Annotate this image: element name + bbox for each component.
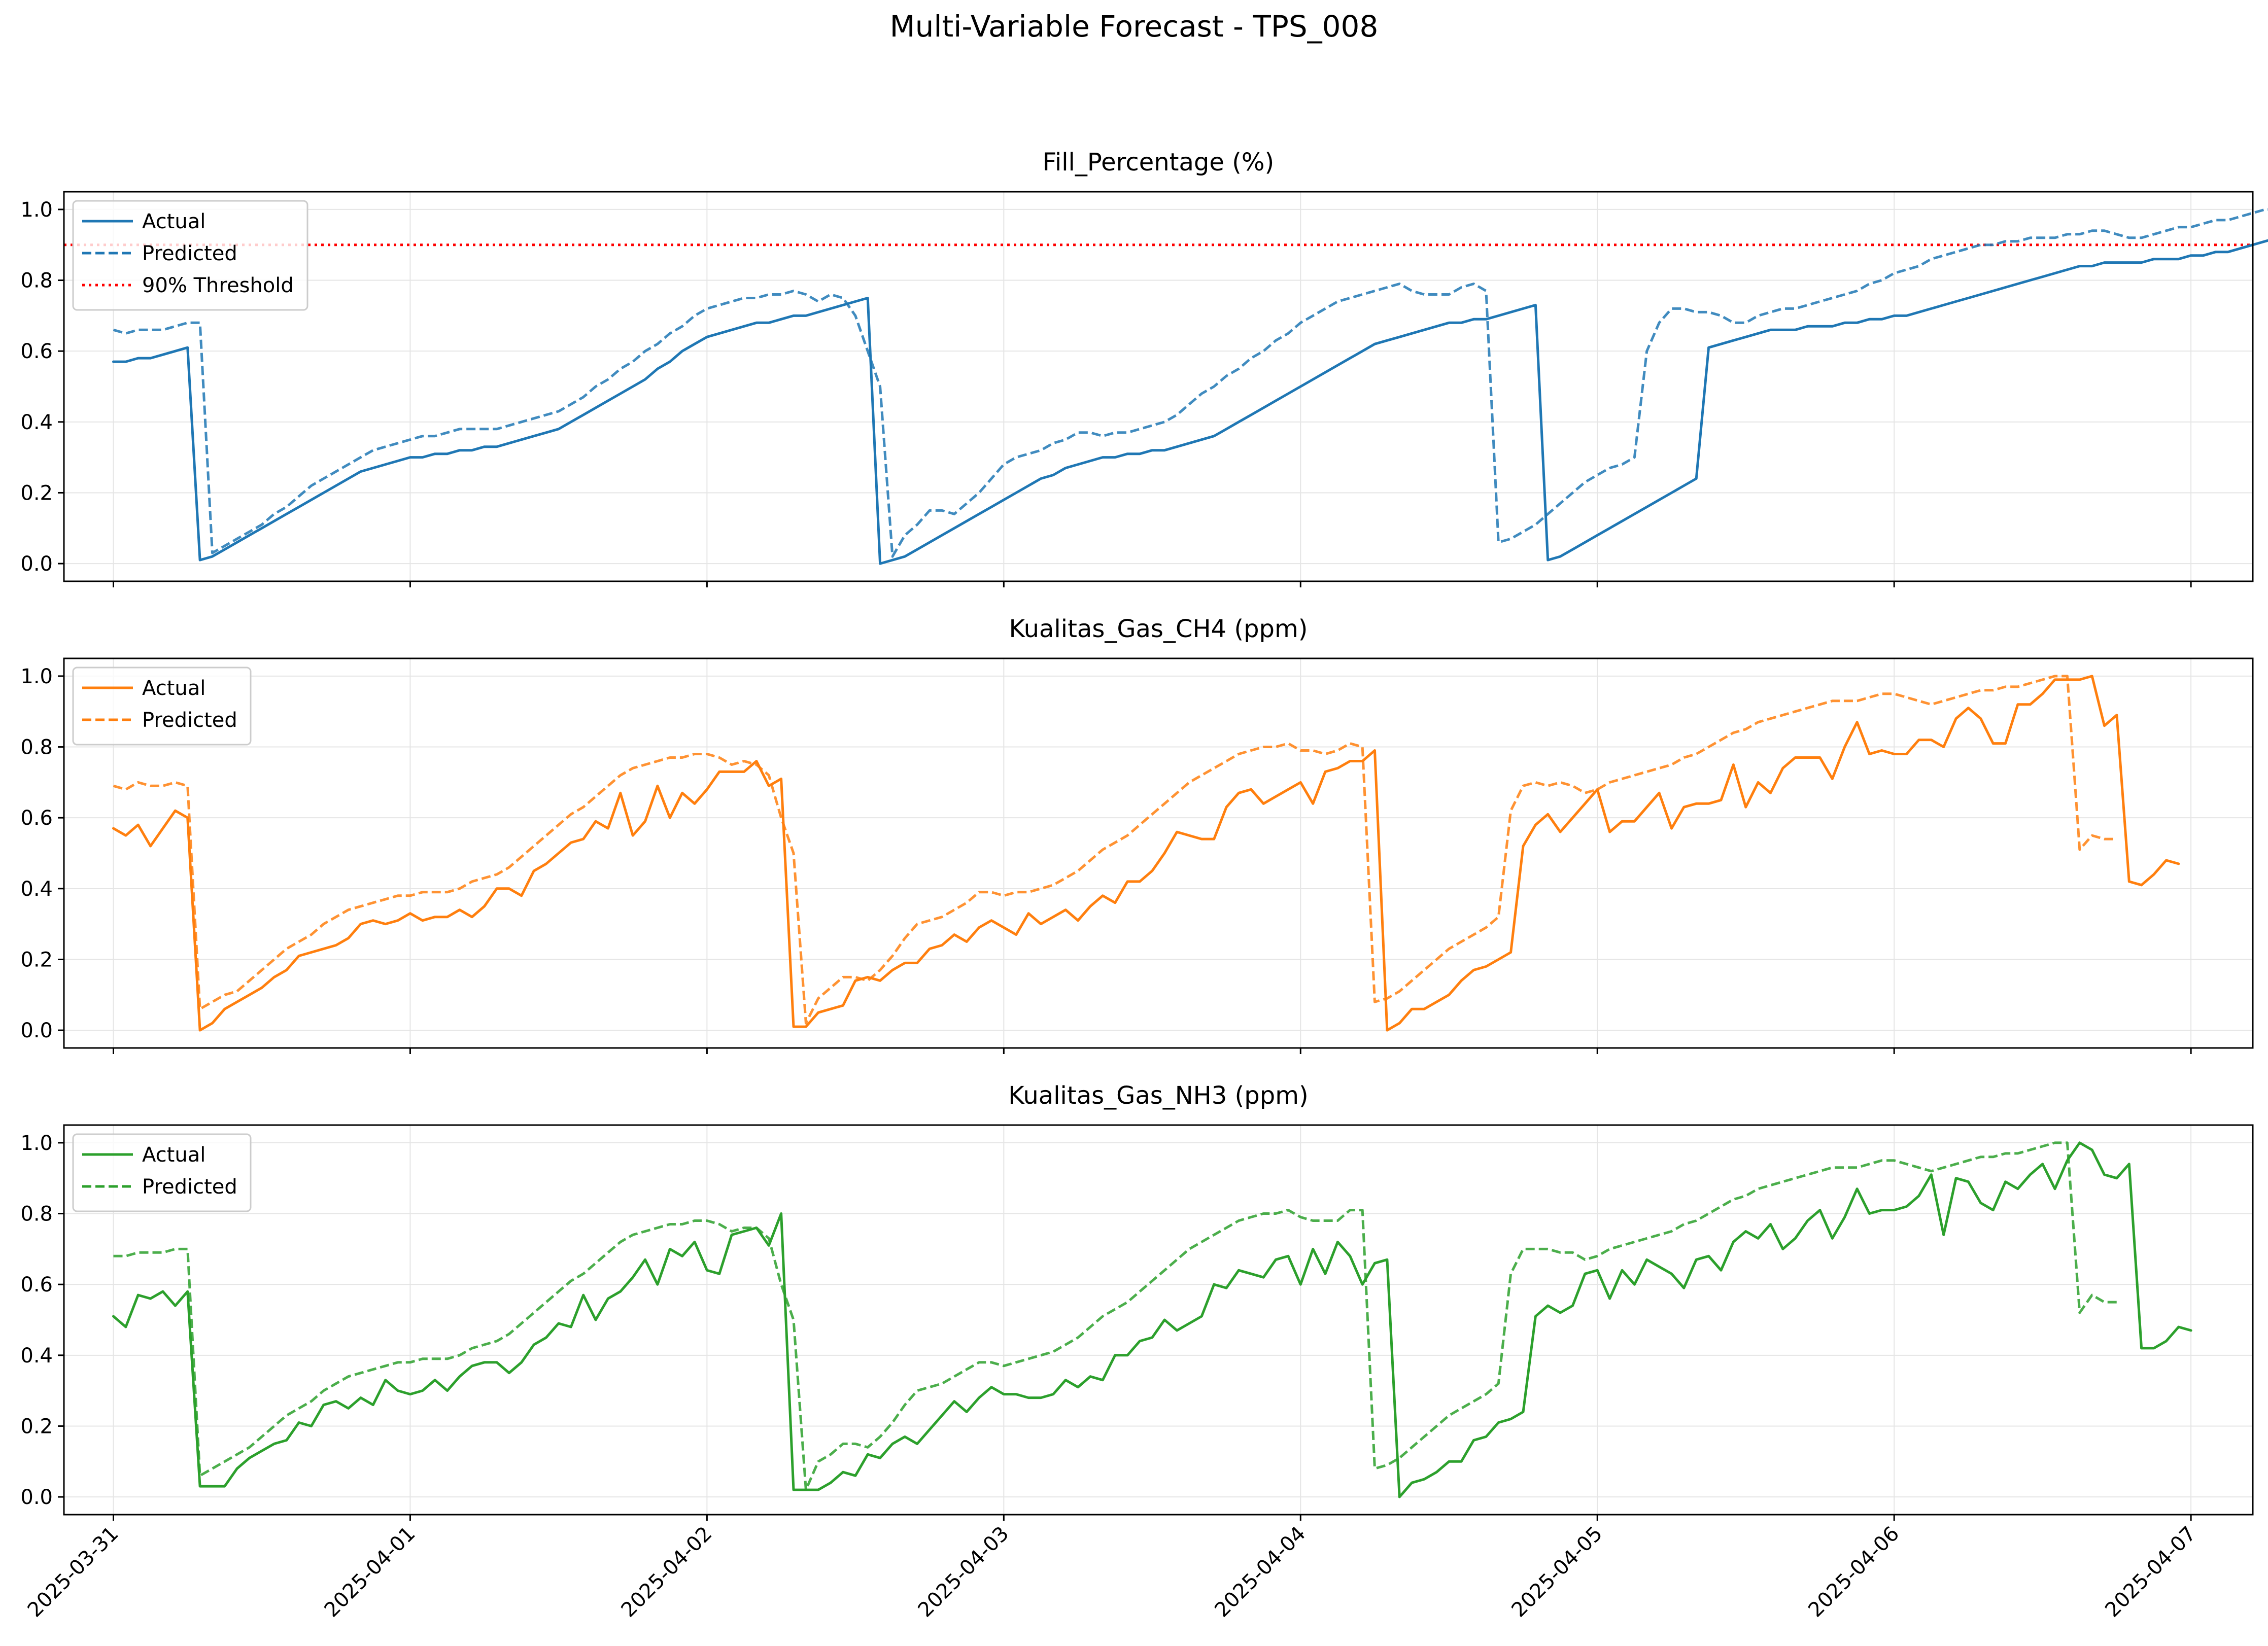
figure-title: Multi-Variable Forecast - TPS_008 (890, 9, 1379, 44)
y-tick-label: 1.0 (20, 1132, 53, 1155)
y-tick-label: 0.8 (20, 1203, 53, 1226)
subplot-3: Kualitas_Gas_NH3 (ppm) 0.0 0.2 0.4 0.6 0.8 1.0… (20, 1081, 2253, 1622)
y-tick-label: 0.2 (20, 948, 53, 971)
y-tick-label: 1.0 (20, 665, 53, 688)
y-tick-label: 0.4 (20, 411, 53, 434)
y-tick-label: 0.2 (20, 481, 53, 505)
subplot-2: Kualitas_Gas_CH4 (ppm) 0.0 0.2 0.4 0.6 0.8 1.0… (20, 615, 2253, 1054)
legend-label: Actual (142, 677, 205, 700)
y-tick-label: 0.6 (20, 340, 53, 363)
plot-frame (64, 192, 2253, 581)
legend: Actual Predicted 90% Threshold (73, 201, 307, 310)
x-tick-label: 2025-04-03 (914, 1522, 1014, 1622)
y-tick-label: 0.0 (20, 552, 53, 576)
y-tick-label: 0.4 (20, 1344, 53, 1368)
y-tick-label: 0.8 (20, 269, 53, 293)
plot-frame (64, 1125, 2253, 1515)
legend-label: Predicted (142, 1175, 237, 1199)
legend-label: Predicted (142, 709, 237, 732)
legend: Actual Predicted (73, 1134, 251, 1211)
y-tick-label: 0.4 (20, 878, 53, 901)
y-tick-label: 0.0 (20, 1019, 53, 1042)
legend: Actual Predicted (73, 668, 251, 745)
legend-label: Actual (142, 1143, 205, 1167)
x-tick-label: 2025-04-05 (1507, 1522, 1607, 1622)
subplot-title: Fill_Percentage (%) (1043, 148, 1274, 177)
legend-label: Predicted (142, 242, 237, 265)
series-line-actual (114, 209, 2268, 564)
legend-label: 90% Threshold (142, 274, 294, 297)
legend-label: Actual (142, 210, 205, 233)
subplot-title: Kualitas_Gas_CH4 (ppm) (1009, 615, 1308, 643)
subplot-1: Fill_Percentage (%) 0.0 0.2 0.4 0.6 0.8 1.0 Act… (20, 148, 2268, 587)
x-tick-label: 2025-04-02 (617, 1522, 717, 1622)
series-line-predicted (114, 209, 2268, 556)
y-tick-label: 0.2 (20, 1415, 53, 1438)
plot-frame (64, 658, 2253, 1048)
y-tick-label: 0.0 (20, 1486, 53, 1509)
series-line-actual (114, 1143, 2191, 1497)
y-tick-label: 0.6 (20, 807, 53, 830)
x-tick-label: 2025-04-06 (1804, 1522, 1904, 1622)
x-tick-label: 2025-04-04 (1210, 1522, 1310, 1622)
y-tick-label: 0.6 (20, 1273, 53, 1297)
y-tick-label: 1.0 (20, 198, 53, 222)
series-line-predicted (114, 676, 2117, 1023)
subplot-title: Kualitas_Gas_NH3 (ppm) (1008, 1081, 1308, 1110)
series-line-actual (114, 676, 2179, 1030)
series-line-predicted (114, 1143, 2117, 1490)
y-tick-label: 0.8 (20, 736, 53, 759)
x-tick-label: 2025-03-31 (23, 1522, 123, 1622)
x-tick-label: 2025-04-01 (320, 1522, 420, 1622)
x-tick-label: 2025-04-07 (2101, 1522, 2201, 1622)
